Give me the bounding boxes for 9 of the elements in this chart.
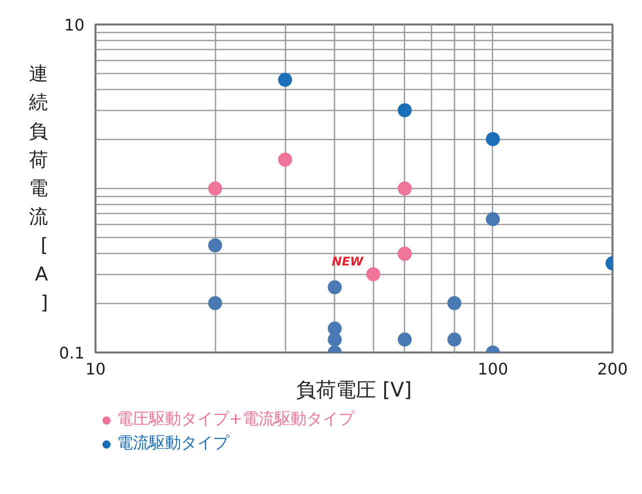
- x-axis-title: 負荷電圧 [V]: [296, 378, 412, 402]
- y-tick-label: 0.1: [59, 344, 85, 362]
- x-tick-label: 10: [85, 360, 106, 378]
- x-tick-label: 100: [478, 360, 508, 378]
- x-tick-label: 200: [597, 360, 628, 378]
- text: 連続負荷電流 [A]: [29, 63, 48, 314]
- annotation: NEW: [332, 254, 364, 268]
- legend-label: 電流駆動タイプ: [117, 433, 229, 454]
- legend-label: 電圧駆動タイプ+電流駆動タイプ: [117, 409, 354, 430]
